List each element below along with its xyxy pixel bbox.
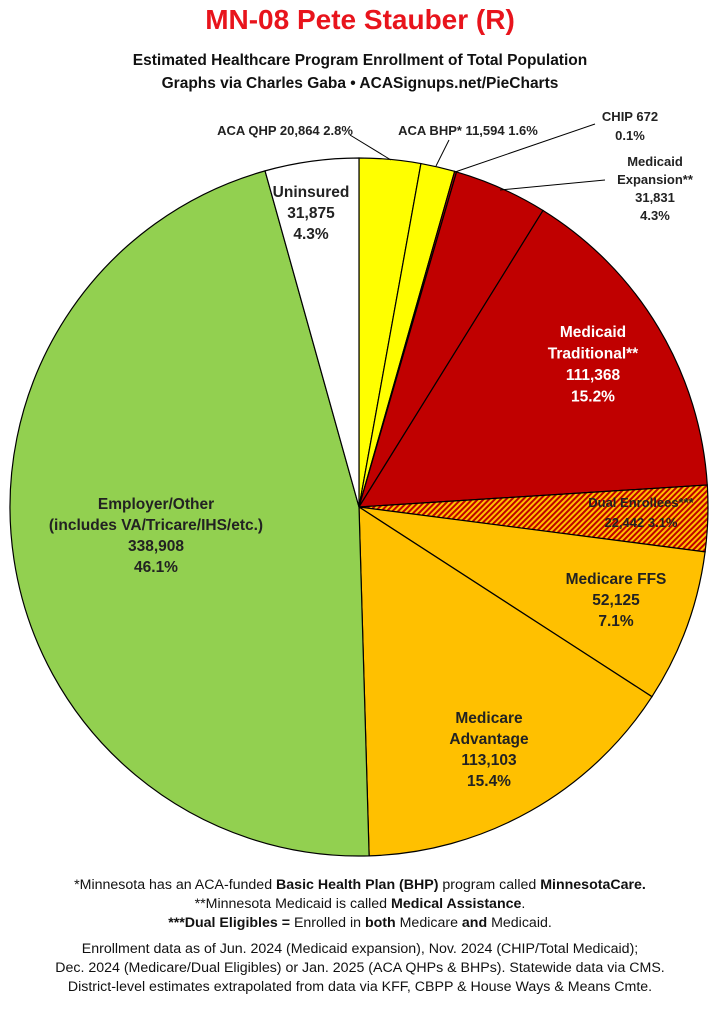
label-uninsured-line-2: 31,875 [287, 205, 335, 222]
label-chip-line-2: 0.1% [615, 128, 645, 143]
label-uninsured-line-1: Uninsured [273, 184, 350, 201]
footnote-text: program called [438, 877, 541, 893]
chart-subtitle: Estimated Healthcare Program Enrollment … [132, 52, 588, 69]
label-medicaid-expansion-line-4: 4.3% [640, 208, 670, 223]
pie-slice-medicare-ffs [358, 506, 706, 698]
label-medicaid-traditional-line-3: 111,368 [566, 367, 621, 384]
footnotes: *Minnesota has an ACA-funded Basic Healt… [0, 876, 720, 933]
footnote-bhp: *Minnesota has an ACA-funded Basic Healt… [0, 876, 720, 895]
label-medicare-advantage-line-3: 113,103 [461, 752, 517, 769]
label-medicare-ffs-line-3: 7.1% [598, 613, 634, 630]
footnote-text: **Minnesota Medicaid is called [194, 896, 392, 912]
pie-slice-medicaid-traditional [357, 209, 708, 508]
chart-title: MN-08 Pete Stauber (R) [205, 4, 515, 35]
label-chip-line-1: CHIP 672 [602, 109, 658, 124]
chart-credit: Graphs via Charles Gaba • ACASignups.net… [161, 75, 559, 92]
label-aca-qhp-line-1: ACA QHP 20,864 2.8% [217, 123, 353, 138]
label-medicaid-expansion-line-3: 31,831 [635, 190, 675, 205]
label-medicare-advantage-line-1: Medicare [455, 710, 523, 727]
footnote-bold: Medical Assistance [391, 896, 522, 912]
label-medicaid-expansion-line-1: Medicaid [627, 154, 683, 169]
label-medicare-advantage-line-4: 15.4% [467, 773, 511, 790]
source-line: District-level estimates extrapolated fr… [67, 979, 653, 995]
footnote-text: Medicare [395, 915, 462, 931]
label-medicaid-traditional-line-1: Medicaid [560, 324, 626, 341]
label-medicaid-traditional-line-2: Traditional** [548, 346, 639, 363]
footnote-text: Enrolled in [290, 915, 365, 931]
label-dual-enrollees-line-2: 22,442 3.1% [604, 515, 677, 530]
footnote-dual: ***Dual Eligibles = Enrolled in both Med… [0, 914, 720, 933]
label-medicaid-traditional-line-4: 15.2% [571, 389, 615, 406]
label-employer-other-line-2: (includes VA/Tricare/IHS/etc.) [49, 517, 263, 534]
footnote-bold: and [461, 915, 488, 931]
label-dual-enrollees-line-1: Dual Enrollees*** [588, 495, 694, 510]
source-line: Dec. 2024 (Medicare/Dual Eligibles) or J… [55, 960, 665, 976]
label-medicare-ffs-line-1: Medicare FFS [566, 571, 667, 588]
label-employer-other-line-1: Employer/Other [98, 496, 214, 513]
source-line: Enrollment data as of Jun. 2024 (Medicai… [81, 941, 639, 957]
label-medicaid-expansion-line-2: Expansion** [617, 172, 694, 187]
source-notes: Enrollment data as of Jun. 2024 (Medicai… [0, 940, 720, 997]
label-employer-other-line-4: 46.1% [134, 559, 178, 576]
leader-chip [454, 123, 596, 173]
pie-slice-medicare-advantage [358, 505, 653, 857]
footnote-medicaid: **Minnesota Medicaid is called Medical A… [0, 895, 720, 914]
label-uninsured-line-3: 4.3% [293, 226, 329, 243]
label-medicare-ffs-line-2: 52,125 [592, 592, 640, 609]
footnote-bold: MinnesotaCare. [540, 877, 646, 893]
footnote-bold: both [364, 915, 396, 931]
pie-slice-employer-other [9, 170, 370, 857]
leader-medicaid-expansion [499, 179, 606, 191]
footnote-bold: Basic Health Plan (BHP) [276, 877, 439, 893]
footnote-bold: ***Dual Eligibles = [168, 915, 291, 931]
footnote-text: *Minnesota has an ACA-funded [74, 877, 277, 893]
label-employer-other-line-3: 338,908 [128, 538, 184, 555]
leader-aca-qhp [349, 134, 392, 161]
footnote-text: . [521, 896, 526, 912]
label-medicare-advantage-line-2: Advantage [449, 731, 529, 748]
label-aca-bhp-line-1: ACA BHP* 11,594 1.6% [398, 123, 538, 138]
footnote-text: Medicaid. [487, 915, 552, 931]
pie-slice-uninsured [264, 157, 360, 508]
leader-aca-bhp [435, 139, 450, 167]
